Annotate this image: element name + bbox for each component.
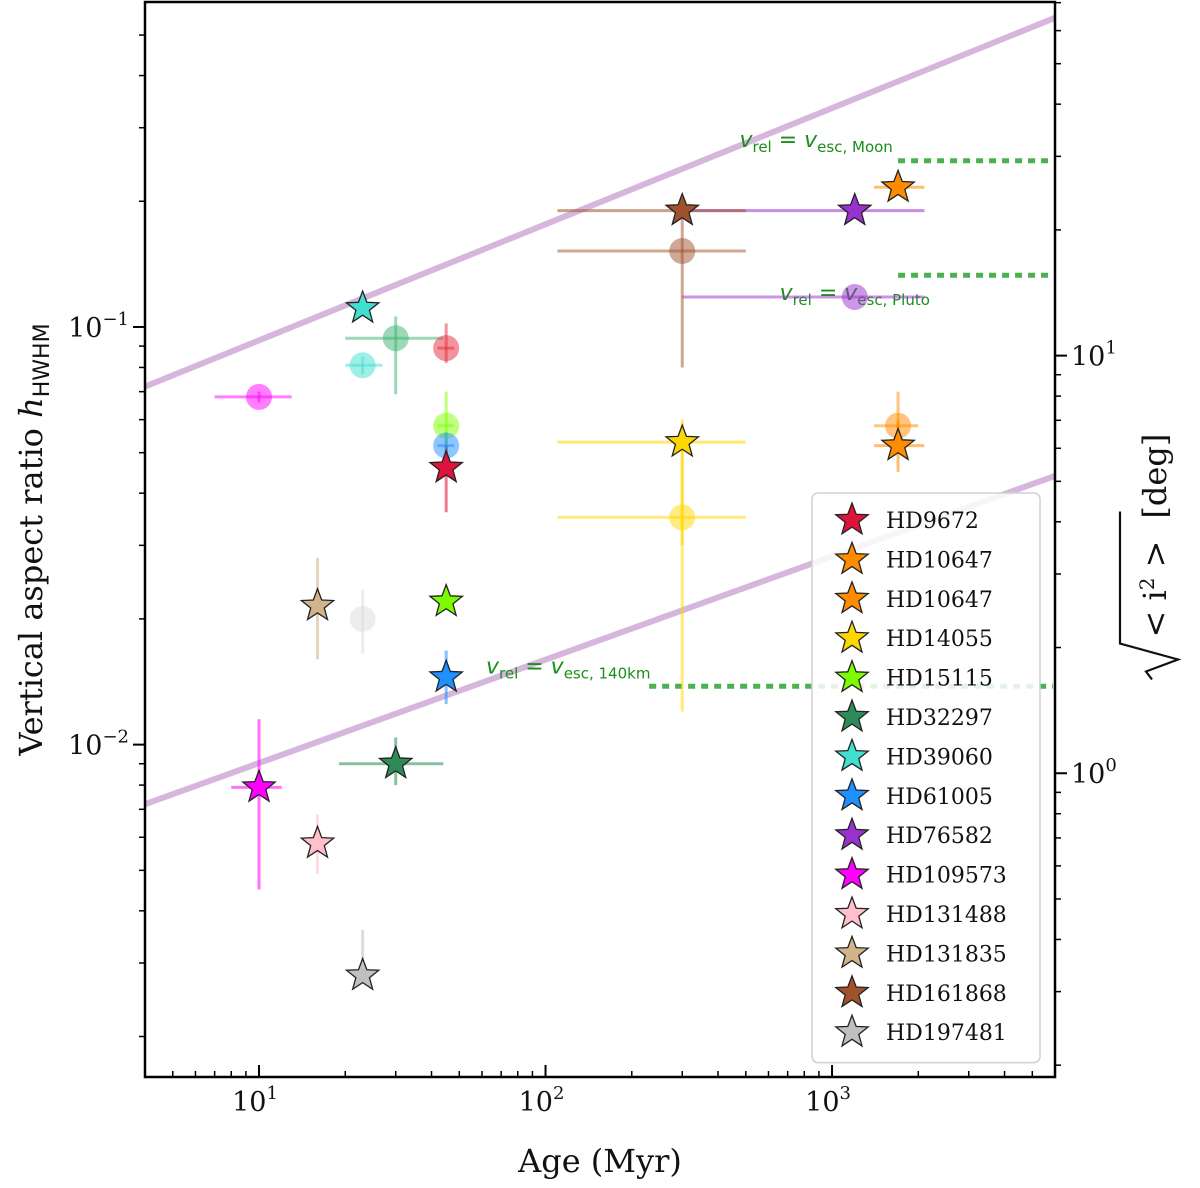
star-point-HD14055-3: [664, 423, 701, 458]
circle-point-HD161868: [669, 238, 696, 265]
y2-tick-label: 100: [1071, 755, 1117, 790]
x-tick-label: 103: [805, 1083, 851, 1118]
legend-marker-HD10647-1: [834, 540, 870, 575]
star-point-HD32297-5: [377, 744, 414, 779]
legend: HD9672 HD10647 HD10647 HD14055 HD15115 HD3229…: [811, 492, 1041, 1064]
legend-label-HD39060-6: HD39060: [886, 745, 993, 770]
legend-marker-HD39060-6: [834, 737, 870, 772]
legend-marker-HD14055-3: [834, 619, 870, 654]
legend-marker-HD197481-13: [834, 1013, 870, 1048]
star-point-HD10647-1: [880, 168, 917, 203]
circle-markers: [246, 238, 912, 632]
star-point-HD10647-2: [880, 426, 917, 461]
annotation-label-140km: vrel = vesc, 140km: [486, 655, 650, 683]
circle-point-HD15115: [433, 412, 460, 439]
star-point-HD197481-13: [344, 956, 381, 991]
legend-label-HD61005-7: HD61005: [886, 785, 993, 810]
circle-point-HD39060: [349, 352, 376, 379]
legend-marker-HD161868-12: [834, 973, 870, 1009]
star-point-HD131488-10: [299, 824, 336, 859]
reference-line-0: [145, 15, 1055, 390]
y-tick-label: 10−1: [68, 309, 129, 344]
star-markers: [241, 168, 917, 991]
legend-marker-HD61005-7: [834, 776, 870, 812]
sqrt-radical: [1118, 511, 1182, 681]
legend-marker-HD9672-0: [834, 501, 870, 536]
legend-marker-HD15115-4: [834, 658, 870, 693]
legend-label-HD14055-3: HD14055: [886, 627, 993, 652]
star-point-HD109573-9: [241, 768, 277, 803]
circle-point-HD14055: [669, 504, 696, 531]
x-axis-title: Age (Myr): [517, 1142, 682, 1180]
star-point-HD161868-12: [664, 191, 701, 226]
star-point-HD61005-7: [428, 658, 465, 693]
y2-tick-label: 101: [1071, 338, 1117, 373]
legend-label-HD131835-11: HD131835: [886, 942, 1007, 967]
y-axis-title: Vertical aspect ratio hHWHM: [12, 323, 55, 756]
legend-label-HD32297-5: HD32297: [886, 706, 993, 731]
star-point-HD9672-0: [428, 448, 465, 484]
circle-point-HD9672: [433, 335, 460, 362]
star-point-HD76582-8: [836, 191, 873, 226]
legend-marker-HD131835-11: [834, 934, 870, 969]
circle-point-HD61005: [433, 432, 460, 459]
legend-marker-HD109573-9: [834, 855, 870, 890]
legend-label-HD10647-1: HD10647: [886, 548, 993, 573]
circle-point-HD10647: [885, 412, 912, 439]
star-point-HD15115-4: [428, 582, 465, 617]
star-point-HD131835-11: [299, 586, 336, 622]
circle-point-HD109573: [246, 383, 273, 410]
annotation-label-moon: vrel = vesc, Moon: [739, 128, 892, 156]
legend-label-HD9672-0: HD9672: [886, 509, 979, 534]
legend-label-HD76582-8: HD76582: [886, 824, 993, 849]
legend-label-HD15115-4: HD15115: [886, 667, 993, 692]
legend-label-HD131488-10: HD131488: [886, 903, 1007, 928]
legend-marker-HD32297-5: [834, 698, 870, 733]
x-tick-label: 102: [519, 1083, 565, 1118]
legend-label-HD109573-9: HD109573: [886, 864, 1007, 889]
circle-point-HD32297: [382, 325, 409, 352]
star-point-HD39060-6: [344, 289, 381, 324]
legend-marker-HD131488-10: [834, 895, 870, 930]
legend-marker-HD10647-2: [834, 579, 870, 615]
y2-axis-title: < i2 >[deg]: [1118, 434, 1182, 681]
axis-titles: Age (Myr) Vertical aspect ratio hHWHM < i2…: [12, 323, 1182, 1180]
axes: 101 102 103 10−2 10−1 100 101: [68, 0, 1117, 1118]
x-tick-label: 101: [232, 1083, 278, 1118]
legend-box: [811, 492, 1041, 1064]
legend-marker-HD76582-8: [834, 816, 870, 851]
legend-label-HD161868-12: HD161868: [886, 982, 1007, 1007]
circle-point-HD76582: [841, 283, 868, 310]
circle-point-HD131835: [349, 605, 376, 632]
legend-label-HD197481-13: HD197481: [886, 1021, 1007, 1046]
y-tick-label: 10−2: [68, 727, 129, 762]
y2-axis-title-text: < i2 >[deg]: [1135, 434, 1174, 638]
plot-frame: [143, 0, 1057, 1079]
legend-label-HD10647-2: HD10647: [886, 588, 993, 613]
